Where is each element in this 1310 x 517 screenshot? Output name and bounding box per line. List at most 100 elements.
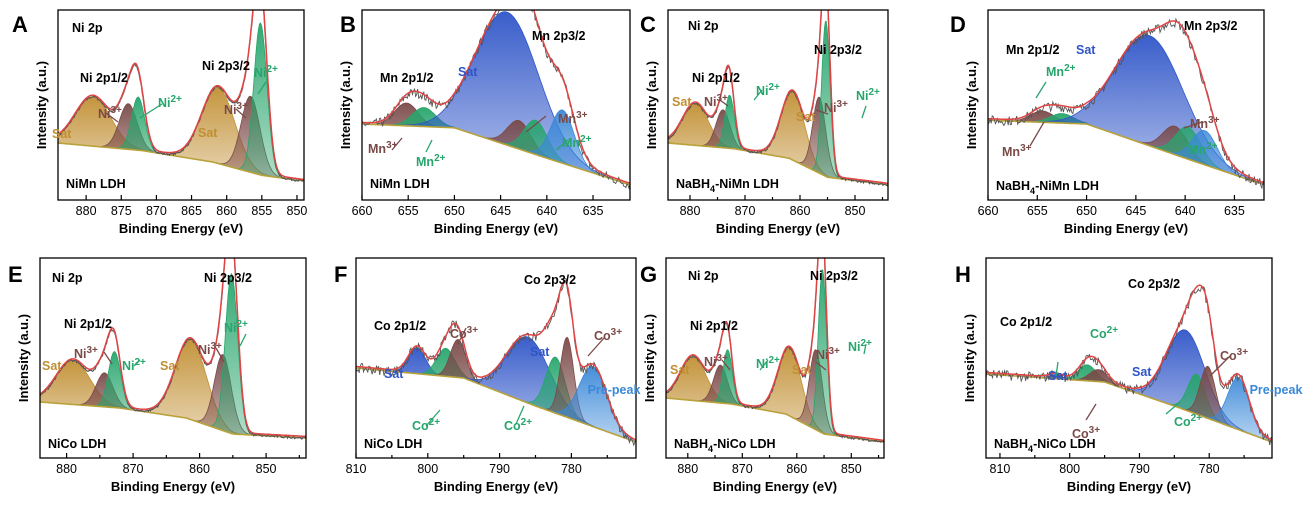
y-axis-title: Intensity (a.u.) — [962, 314, 977, 402]
annotation-co2plus: Co2+ — [1090, 325, 1118, 341]
annotation-sat: Sat — [1048, 369, 1068, 383]
annotation-ni-2p1/2: Ni 2p1/2 — [692, 71, 740, 85]
annotation-mn3plus: Mn3+ — [1002, 143, 1032, 159]
panel-letter: C — [640, 12, 656, 37]
annotation-co-2p3/2: Co 2p3/2 — [524, 273, 576, 287]
x-tick-label: 655 — [1027, 204, 1048, 218]
plot-frame — [39, 257, 307, 459]
annotation-co3plus: Co3+ — [450, 325, 478, 341]
y-axis-title: Intensity (a.u.) — [338, 61, 353, 149]
annotation-ni3plus: Ni3+ — [74, 345, 98, 361]
annotation-co2plus: Co2+ — [412, 417, 440, 433]
annotation-sat: Sat — [1132, 365, 1152, 379]
annotation-arrow — [1085, 403, 1097, 421]
plot-frame — [361, 9, 631, 201]
x-tick-label: 870 — [732, 462, 753, 476]
x-tick-label: 850 — [256, 462, 277, 476]
annotation-ni-2p1/2: Ni 2p1/2 — [690, 319, 738, 333]
annotation-mn-2p1/2: Mn 2p1/2 — [380, 71, 434, 85]
panel-g: G 880 870 860 850 Binding Energy (eV) Intensit… — [640, 257, 885, 494]
x-tick-label: 810 — [346, 462, 367, 476]
fit-envelope-line — [988, 20, 1264, 184]
annotation-arrow — [239, 333, 247, 347]
annotation-ni2plus: Ni2+ — [122, 357, 146, 373]
annotation-arrow — [861, 105, 867, 119]
annotation-ni-2p3/2: Ni 2p3/2 — [204, 271, 252, 285]
plot-frame — [987, 9, 1265, 201]
annotation-arrow — [815, 109, 829, 115]
background-line — [58, 142, 304, 182]
annotation-pre-peak: Pre-peak — [1250, 383, 1303, 397]
plot-frame — [57, 9, 305, 201]
annotation-arrow — [215, 347, 225, 363]
annotation-sat: Sat — [384, 367, 404, 381]
background-line — [988, 119, 1264, 186]
annotation-ni-2p3/2: Ni 2p3/2 — [810, 269, 858, 283]
x-tick-label: 860 — [189, 462, 210, 476]
annotation-arrow — [133, 359, 141, 367]
annotation-arrow — [425, 139, 433, 153]
annotation-ni3plus: Ni3+ — [224, 101, 248, 117]
annotation-mn3plus: Mn3+ — [558, 110, 588, 126]
fit-envelope-line — [40, 258, 306, 438]
annotation-arrow — [1183, 121, 1203, 129]
sample-label: NiCo LDH — [48, 437, 106, 451]
annotation-arrow — [753, 89, 763, 101]
panel-letter: A — [12, 12, 28, 37]
annotation-ni3plus: Ni3+ — [704, 93, 728, 109]
x-tick-label: 850 — [841, 462, 862, 476]
annotation-arrow — [457, 327, 467, 345]
x-tick-label: 810 — [990, 462, 1011, 476]
panel-letter: F — [334, 262, 347, 287]
plot-frame — [667, 9, 889, 201]
x-tick-label: 800 — [417, 462, 438, 476]
annotation-sat: Sat — [160, 359, 180, 373]
x-axis-title: Binding Energy (eV) — [716, 221, 840, 236]
x-tick-label: 780 — [1199, 462, 1220, 476]
y-axis-title: Intensity (a.u.) — [644, 61, 659, 149]
y-axis-title: Intensity (a.u.) — [642, 314, 657, 402]
annotation-ni-2p1/2: Ni 2p1/2 — [80, 71, 128, 85]
x-tick-label: 645 — [490, 204, 511, 218]
annotation-arrow — [525, 115, 547, 133]
x-axis-title: Binding Energy (eV) — [434, 221, 558, 236]
plot-frame — [355, 257, 637, 459]
annotation-mn3plus: Mn3+ — [368, 140, 398, 156]
x-tick-label: 635 — [1224, 204, 1245, 218]
x-tick-label: 880 — [56, 462, 77, 476]
annotation-ni3plus: Ni3+ — [198, 341, 222, 357]
annotation-sat: Sat — [530, 345, 550, 359]
x-tick-label: 860 — [790, 204, 811, 218]
annotation-arrow — [1183, 143, 1199, 149]
x-tick-label: 660 — [978, 204, 999, 218]
annotation-mn-2p3/2: Mn 2p3/2 — [532, 29, 586, 43]
annotation-ni-2p1/2: Ni 2p1/2 — [64, 317, 112, 331]
plot-area — [666, 258, 884, 444]
raw-data-line — [58, 10, 304, 182]
x-tick-label: 870 — [735, 204, 756, 218]
plot-area — [362, 10, 630, 190]
panel-c: C 880 870 860 850 Binding Energy (eV) Intensit… — [640, 9, 889, 236]
x-tick-label: 780 — [561, 462, 582, 476]
sample-label: NiMn LDH — [66, 177, 126, 191]
panel-letter: B — [340, 12, 356, 37]
x-tick-label: 880 — [76, 204, 97, 218]
peak-pre-peak — [986, 373, 1272, 443]
annotation-sat: Sat — [42, 359, 62, 373]
annotation-co-2p3/2: Co 2p3/2 — [1128, 277, 1180, 291]
annotation-pre-peak: Pre-peak — [588, 383, 641, 397]
annotation-mn2plus: Mn2+ — [562, 134, 592, 150]
plot-frame — [665, 257, 885, 459]
x-tick-label: 650 — [444, 204, 465, 218]
plot-area — [356, 277, 636, 447]
panel-letter: G — [640, 262, 657, 287]
x-tick-label: 860 — [216, 204, 237, 218]
annotation-ni3plus: Ni3+ — [98, 105, 122, 121]
x-tick-label: 855 — [251, 204, 272, 218]
annotation-co3plus: Co3+ — [1072, 425, 1100, 441]
annotation-arrow — [555, 139, 569, 151]
annotation-mn2plus: Mn2+ — [1046, 63, 1076, 79]
background-line — [356, 367, 636, 443]
annotation-sat: Sat — [1076, 43, 1096, 57]
annotation-sat: Sat — [670, 363, 690, 377]
